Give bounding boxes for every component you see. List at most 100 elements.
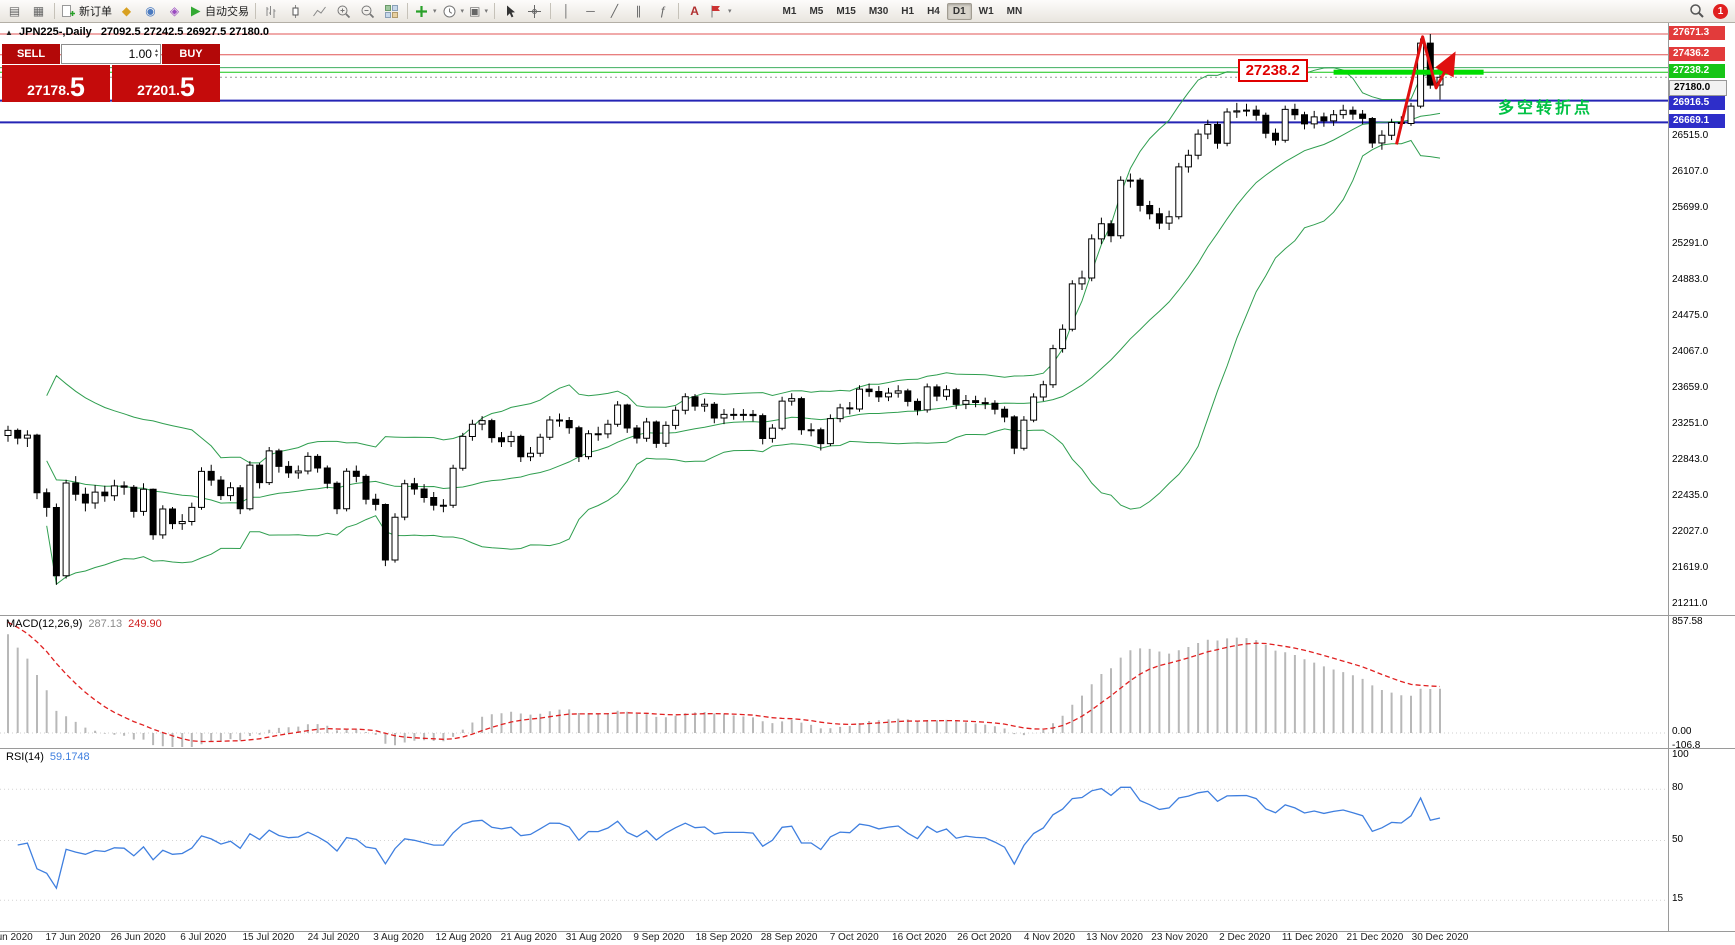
volume-value: 1.00 — [128, 47, 152, 61]
price-tick: 24883.0 — [1672, 274, 1709, 285]
tile-chart-icon[interactable] — [380, 2, 403, 21]
new-order-label: 新订单 — [79, 6, 112, 18]
chart-title: ▲ JPN225-,Daily 27092.5 27242.5 26927.5 … — [5, 26, 269, 38]
horizontal-line-icon[interactable]: ─ — [586, 4, 595, 18]
separator — [678, 3, 680, 19]
symbol-period-label: JPN225-,Daily — [18, 26, 92, 38]
macd-signal-value: 249.90 — [128, 618, 162, 630]
fibonacci-icon[interactable]: ƒ — [659, 4, 666, 18]
equidistant-channel-icon[interactable]: ∥ — [635, 4, 642, 18]
price-tick: 24475.0 — [1672, 310, 1709, 321]
rsi-scale-label: 100 — [1672, 749, 1689, 760]
buy-tab[interactable]: BUY — [162, 44, 220, 64]
date-label: 7 Oct 2020 — [829, 932, 879, 943]
date-label: 21 Dec 2020 — [1346, 932, 1404, 943]
separator — [255, 3, 256, 19]
price-badge: 27436.2 — [1669, 46, 1725, 61]
zoom-in-icon[interactable] — [332, 2, 355, 21]
price-badge: 26669.1 — [1669, 114, 1725, 129]
date-label: 30 Dec 2020 — [1411, 932, 1469, 943]
separator — [407, 3, 408, 19]
macd-scale-label: 0.00 — [1672, 726, 1692, 738]
price-tick: 23659.0 — [1672, 381, 1709, 393]
candlestick-chart-icon[interactable] — [284, 2, 307, 21]
trendline-icon[interactable]: ╱ — [610, 4, 619, 18]
price-tick: 24067.0 — [1672, 345, 1709, 357]
indicators-icon[interactable]: ▾ — [412, 2, 439, 21]
cursor-icon[interactable] — [499, 2, 522, 21]
vertical-line-icon[interactable]: │ — [562, 4, 571, 18]
market-watch-icon[interactable]: ◉ — [145, 4, 156, 18]
timeframe-button-m30[interactable]: M30 — [868, 5, 889, 17]
date-label: 23 Nov 2020 — [1151, 932, 1208, 943]
price-badge: 26916.5 — [1669, 96, 1725, 111]
crosshair-icon[interactable] — [523, 2, 546, 21]
price-axis-border — [1668, 23, 1669, 931]
rsi-value: 59.1748 — [49, 751, 90, 763]
text-icon[interactable]: A — [690, 4, 699, 18]
level-price-label[interactable]: 27238.2 — [1237, 59, 1308, 83]
sell-button[interactable]: 27178. 5 — [2, 65, 110, 102]
one-click-trading-panel: SELL 1.00 ▴ ▾ BUY 27178. 5 27201. 5 — [2, 44, 220, 102]
date-label: 4 Nov 2020 — [1023, 932, 1076, 943]
timeframe-button-m5[interactable]: M5 — [809, 5, 824, 17]
macd-scale-label: -106.8 — [1672, 740, 1701, 751]
price-tick: 22027.0 — [1672, 525, 1709, 537]
date-label: 8 Jun 2020 — [0, 932, 33, 943]
timeframe-button-m15[interactable]: M15 — [836, 5, 856, 17]
date-label: 18 Sep 2020 — [695, 932, 753, 943]
buy-button[interactable]: 27201. 5 — [112, 65, 220, 102]
date-label: 21 Aug 2020 — [500, 932, 557, 943]
volume-spinner[interactable]: ▴ ▾ — [154, 48, 158, 59]
macd-header: MACD(12,26,9) 287.13 249.90 — [6, 618, 162, 630]
chart-window-icon[interactable]: ▤ — [8, 4, 21, 18]
price-tick: 22843.0 — [1672, 453, 1709, 465]
arrows-icon[interactable]: ▾ — [707, 2, 734, 21]
new-order-button[interactable]: 新订单 — [59, 2, 114, 21]
tile-windows-icon[interactable]: ▦ — [32, 4, 45, 18]
separator — [494, 3, 496, 19]
search-icon[interactable] — [1685, 2, 1708, 21]
date-label: 15 Jul 2020 — [242, 932, 295, 943]
timeframe-button-d1[interactable]: D1 — [946, 2, 972, 20]
price-tick: 23251.0 — [1672, 417, 1709, 429]
annotation-note[interactable]: 多空转折点 — [1498, 99, 1594, 117]
periods-clock-icon[interactable]: ▾ — [440, 2, 467, 21]
zoom-out-icon[interactable] — [356, 2, 379, 21]
date-label: 26 Jun 2020 — [110, 932, 166, 943]
price-tick: 21619.0 — [1672, 561, 1709, 573]
rsi-scale-label: 80 — [1672, 782, 1684, 794]
price-tick: 25291.0 — [1672, 238, 1709, 249]
timeframe-button-h4[interactable]: H4 — [927, 5, 940, 17]
timeframe-button-mn[interactable]: MN — [1006, 5, 1023, 17]
price-tick: 26107.0 — [1672, 166, 1709, 177]
main-chart-pane: ▲ JPN225-,Daily 27092.5 27242.5 26927.5 … — [0, 23, 1735, 615]
notification-badge[interactable]: 1 — [1713, 3, 1728, 19]
date-label: 24 Jul 2020 — [307, 932, 360, 943]
timeframe-button-w1[interactable]: W1 — [978, 5, 994, 17]
price-badge: 27180.0 — [1669, 80, 1727, 97]
bar-chart-icon[interactable] — [260, 2, 283, 21]
metaeditor-icon[interactable]: ◆ — [121, 4, 132, 18]
timeframe-button-h1[interactable]: H1 — [901, 5, 915, 17]
macd-canvas[interactable] — [0, 616, 1668, 748]
price-chart-canvas[interactable] — [0, 23, 1668, 615]
strategy-tester-icon[interactable]: ◈ — [169, 4, 180, 18]
line-chart-icon[interactable] — [308, 2, 331, 21]
volume-input[interactable]: 1.00 ▴ ▾ — [61, 44, 161, 64]
rsi-canvas[interactable] — [0, 749, 1668, 931]
timeframe-button-m1[interactable]: M1 — [782, 5, 797, 17]
templates-icon[interactable]: ▣ ▾ — [469, 4, 488, 18]
ohlc-values: 27092.5 27242.5 26927.5 27180.0 — [100, 26, 270, 38]
date-label: 2 Dec 2020 — [1219, 932, 1271, 943]
autotrade-button[interactable]: 自动交易 — [187, 2, 251, 21]
time-axis[interactable] — [0, 931, 1735, 945]
macd-scale-label: 857.58 — [1672, 616, 1703, 627]
date-label: 13 Nov 2020 — [1086, 932, 1143, 943]
price-tick: 25699.0 — [1672, 202, 1709, 213]
separator — [550, 3, 552, 19]
collapse-trade-panel-icon[interactable]: ▲ — [5, 28, 13, 37]
autotrade-play-icon — [191, 6, 201, 16]
sell-tab[interactable]: SELL — [2, 44, 60, 64]
